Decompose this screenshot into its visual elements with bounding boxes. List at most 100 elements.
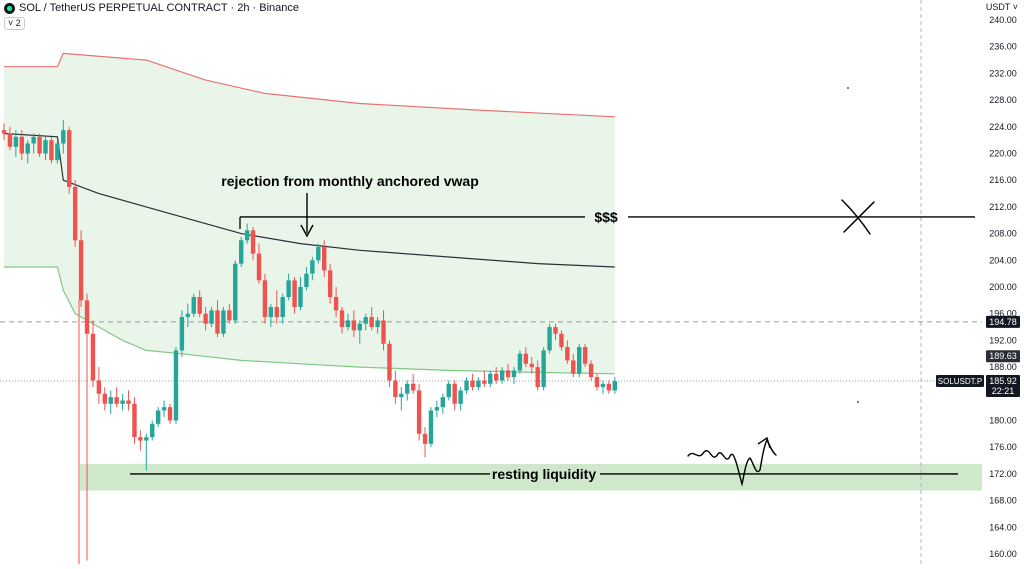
candle bbox=[209, 307, 214, 328]
candle bbox=[452, 380, 457, 411]
y-tick-label: 240.00 bbox=[989, 15, 1017, 25]
candle bbox=[428, 407, 434, 448]
candle-body bbox=[286, 280, 291, 298]
candle bbox=[132, 397, 137, 444]
candle-body bbox=[13, 136, 19, 147]
candle-body bbox=[132, 403, 137, 438]
candle bbox=[440, 393, 446, 414]
candle bbox=[298, 276, 303, 311]
price-label-bg bbox=[986, 315, 1020, 328]
candle-body bbox=[185, 313, 191, 318]
y-tick-label: 188.00 bbox=[989, 362, 1017, 372]
y-tick-label: 172.00 bbox=[989, 469, 1017, 479]
candle bbox=[553, 323, 558, 341]
candle bbox=[227, 303, 232, 324]
y-tick-label: 208.00 bbox=[989, 229, 1017, 239]
candle bbox=[458, 387, 463, 411]
candle-body bbox=[114, 397, 119, 404]
candle bbox=[369, 307, 374, 331]
candle bbox=[612, 377, 617, 394]
price-label-text: 194.78 bbox=[989, 317, 1017, 327]
candle bbox=[541, 347, 546, 391]
candle bbox=[1, 123, 7, 141]
y-tick-label: 168.00 bbox=[989, 496, 1017, 506]
candle bbox=[511, 367, 517, 384]
candle-body bbox=[250, 230, 256, 254]
candle bbox=[114, 387, 119, 408]
dollar-annotation: $$$ bbox=[594, 209, 618, 225]
candle bbox=[600, 380, 606, 394]
y-tick-label: 200.00 bbox=[989, 282, 1017, 292]
candle bbox=[594, 373, 600, 391]
candle bbox=[173, 347, 179, 424]
candle bbox=[61, 120, 66, 154]
candle-body bbox=[351, 320, 357, 331]
y-tick-label: 160.00 bbox=[989, 549, 1017, 559]
liquidity-annotation: resting liquidity bbox=[492, 466, 596, 482]
candle-body bbox=[393, 380, 398, 398]
candle bbox=[120, 393, 125, 411]
candle-body bbox=[233, 263, 238, 321]
candle-body bbox=[55, 143, 60, 161]
candle-body bbox=[577, 347, 582, 374]
candle bbox=[90, 320, 96, 388]
candle-body bbox=[274, 307, 279, 318]
chart-header: SOL / TetherUS PERPETUAL CONTRACT · 2h ·… bbox=[4, 2, 299, 14]
candle bbox=[517, 350, 523, 374]
candle bbox=[37, 133, 42, 157]
vwap-band-fill bbox=[4, 53, 615, 374]
candle-body bbox=[268, 307, 274, 318]
candle bbox=[571, 353, 576, 378]
candle bbox=[434, 400, 440, 418]
candle-body bbox=[72, 186, 78, 241]
candle bbox=[405, 380, 410, 401]
candle bbox=[280, 293, 285, 324]
candles-group bbox=[1, 120, 617, 561]
y-tick-label: 192.00 bbox=[989, 335, 1017, 345]
projected-path-squiggle bbox=[687, 438, 777, 487]
candle-body bbox=[96, 380, 102, 394]
candle-body bbox=[138, 437, 143, 441]
indicators-toggle-button[interactable]: ˅ 2 bbox=[4, 17, 25, 30]
candle bbox=[286, 273, 291, 301]
currency-selector[interactable]: USDT ˅ bbox=[985, 2, 1018, 12]
candle bbox=[167, 403, 173, 424]
anchored-vwap-line bbox=[3, 132, 615, 268]
candle-body bbox=[19, 136, 24, 154]
symbol-title[interactable]: SOL / TetherUS PERPETUAL CONTRACT · 2h ·… bbox=[19, 2, 299, 14]
y-tick-label: 204.00 bbox=[989, 255, 1017, 265]
countdown-text: 22:21 bbox=[992, 386, 1015, 396]
candle bbox=[357, 320, 362, 344]
y-tick-label: 224.00 bbox=[989, 122, 1017, 132]
candle-body bbox=[333, 297, 339, 311]
candle-body bbox=[600, 383, 606, 388]
candle bbox=[239, 236, 244, 267]
candle-body bbox=[375, 320, 380, 328]
candle bbox=[559, 330, 564, 351]
candle-body bbox=[161, 407, 167, 411]
stray-dot bbox=[857, 401, 859, 403]
candle bbox=[84, 293, 90, 561]
candle bbox=[422, 427, 428, 458]
candle-body bbox=[559, 333, 564, 348]
candle-body bbox=[227, 310, 232, 321]
candle bbox=[482, 370, 487, 388]
candle-body bbox=[399, 393, 404, 398]
candle bbox=[375, 317, 380, 334]
y-tick-label: 236.00 bbox=[989, 42, 1017, 52]
candle-body bbox=[582, 347, 588, 364]
candle bbox=[606, 380, 612, 394]
candle bbox=[72, 180, 78, 247]
candle bbox=[55, 140, 60, 164]
solana-logo-icon bbox=[4, 2, 15, 14]
candle-body bbox=[120, 400, 125, 404]
candle-body bbox=[155, 410, 161, 424]
candle-body bbox=[37, 136, 42, 154]
candle-body bbox=[476, 380, 481, 388]
symbol-label-text: SOLUSDT.P bbox=[938, 377, 982, 386]
candle bbox=[505, 363, 511, 381]
candle-body bbox=[594, 377, 600, 388]
candle bbox=[221, 307, 226, 338]
